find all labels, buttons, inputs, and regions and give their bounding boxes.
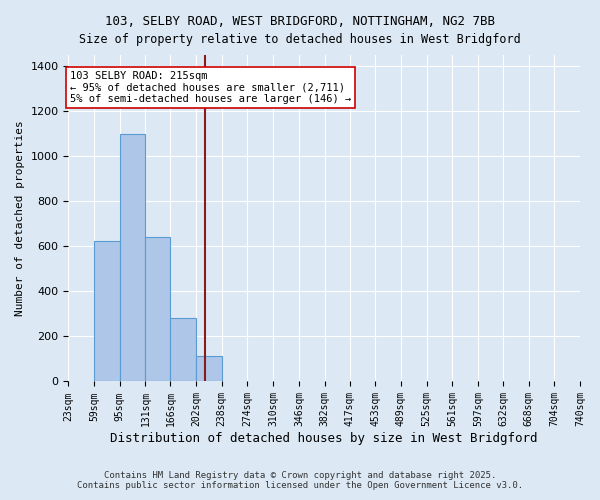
Bar <box>94 241 120 382</box>
Y-axis label: Number of detached properties: Number of detached properties <box>15 120 25 316</box>
Bar <box>120 134 145 382</box>
Bar <box>170 318 196 382</box>
Text: Contains HM Land Registry data © Crown copyright and database right 2025.
Contai: Contains HM Land Registry data © Crown c… <box>77 470 523 490</box>
X-axis label: Distribution of detached houses by size in West Bridgford: Distribution of detached houses by size … <box>110 432 538 445</box>
Bar <box>145 238 170 382</box>
Text: 103, SELBY ROAD, WEST BRIDGFORD, NOTTINGHAM, NG2 7BB: 103, SELBY ROAD, WEST BRIDGFORD, NOTTING… <box>105 15 495 28</box>
Text: 103 SELBY ROAD: 215sqm
← 95% of detached houses are smaller (2,711)
5% of semi-d: 103 SELBY ROAD: 215sqm ← 95% of detached… <box>70 71 351 104</box>
Bar <box>196 356 222 382</box>
Text: Size of property relative to detached houses in West Bridgford: Size of property relative to detached ho… <box>79 32 521 46</box>
